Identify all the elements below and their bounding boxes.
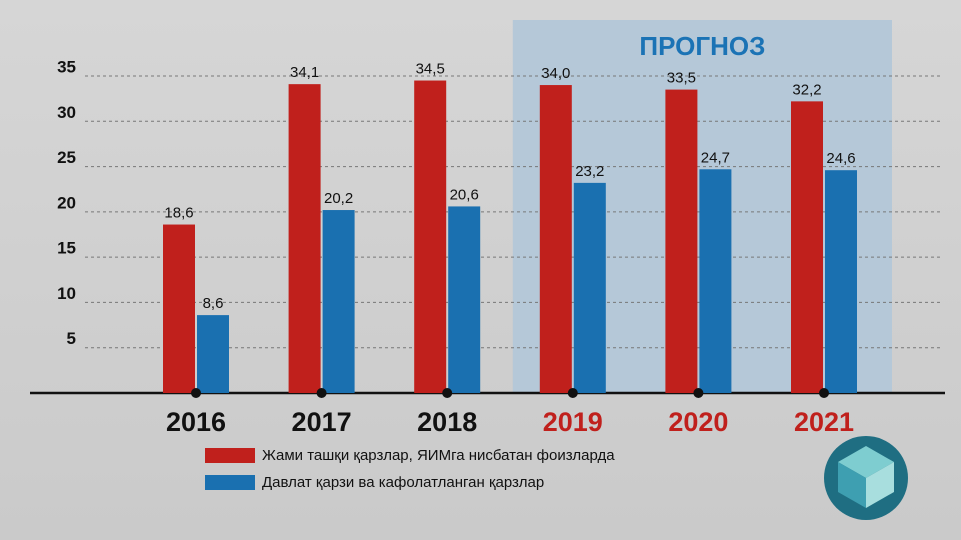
value-label: 8,6 [203,295,224,312]
x-tick-label: 2019 [543,407,603,437]
bar [197,315,229,393]
y-tick-label: 20 [57,193,76,212]
legend-label: Давлат қарзи ва кафолатланган қарзлар [262,474,544,491]
bar [573,182,606,393]
axis-dot [442,388,453,398]
value-label: 20,6 [450,186,479,203]
value-label: 34,0 [541,65,570,82]
y-tick-label: 15 [57,239,76,258]
legend-label: Жами ташқи қарзлар, ЯИМга нисбатан фоизл… [262,447,615,464]
bar [825,170,857,393]
value-label: 24,7 [701,149,730,166]
y-tick-label: 35 [57,57,76,76]
y-tick-label: 5 [67,329,76,348]
legend-swatch [205,448,255,463]
x-tick-label: 2017 [292,407,352,437]
y-tick-label: 25 [57,148,76,167]
x-tick-label: 2020 [668,407,728,437]
y-tick-label: 10 [57,284,76,303]
bar [288,84,321,393]
axis-dot [191,388,201,398]
value-label: 34,5 [416,60,445,77]
bar [163,224,195,393]
value-label: 34,1 [290,64,319,81]
value-label: 20,2 [324,190,353,207]
x-tick-label: 2018 [417,407,477,437]
axis-dot [567,388,578,398]
axis-dot [316,388,327,398]
value-label: 32,2 [792,81,821,98]
bar [414,80,447,394]
bar [699,169,732,393]
bar [322,210,355,393]
value-label: 18,6 [164,205,193,222]
forecast-label: ПРОГНОЗ [639,31,765,61]
value-label: 24,6 [826,150,855,167]
bar [791,101,823,394]
x-tick-label: 2021 [794,407,854,437]
logo [824,436,908,520]
bar [665,89,698,393]
bar [539,85,572,394]
x-tick-label: 2016 [166,407,226,437]
axis-dot [819,388,829,398]
value-label: 33,5 [667,70,696,87]
plot: ПРОГНОЗ 5 10 15 20 25 30 35 18,6 8,6 2016 34,1 20,2 2… [30,20,945,491]
y-tick-label: 30 [57,103,76,122]
axis-dot [693,388,704,398]
value-label: 23,2 [575,163,604,180]
legend-swatch [205,475,255,490]
bar [448,206,481,393]
